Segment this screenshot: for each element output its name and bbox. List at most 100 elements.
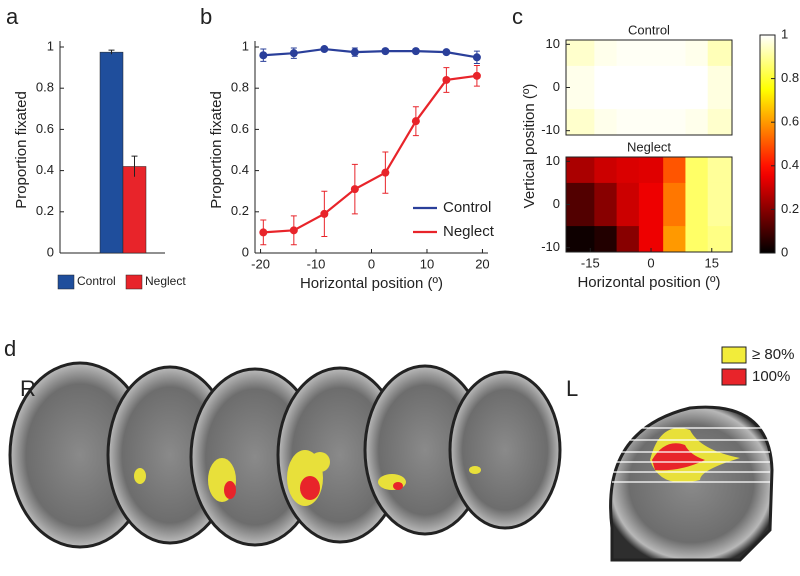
x-tick-label: 10	[420, 256, 434, 271]
y-tick-label: 1	[242, 38, 249, 53]
colorbar	[759, 34, 776, 254]
point	[350, 185, 359, 194]
heat-cell	[566, 182, 595, 227]
y-tick-label: 1	[47, 38, 54, 53]
heat-cell	[594, 109, 618, 136]
heat-cell	[594, 182, 618, 227]
y-tick-label: 0.2	[36, 203, 54, 218]
y-tick-label: -10	[541, 122, 560, 137]
legend-label: Control	[443, 199, 491, 216]
series-line	[263, 47, 478, 59]
heat-cell	[685, 40, 709, 67]
heat-cell	[685, 157, 709, 184]
point	[259, 228, 268, 237]
heat-cell	[707, 182, 733, 227]
point	[411, 117, 420, 126]
x-tick-label: 0	[368, 256, 375, 271]
heat-cell	[594, 40, 618, 67]
y-tick-label: 0.8	[231, 80, 249, 95]
point	[320, 209, 329, 218]
point	[442, 75, 451, 84]
series-line	[263, 74, 478, 234]
point	[472, 71, 481, 80]
heat-cell	[685, 109, 709, 136]
heat-cell	[566, 109, 595, 136]
legend-swatch	[57, 274, 75, 290]
y-tick-label: 10	[546, 153, 560, 168]
y-tick-label: 0.6	[36, 121, 54, 136]
heat-cell	[616, 65, 640, 110]
point	[381, 47, 390, 56]
heat-cell	[616, 226, 640, 253]
panel-label: c	[512, 4, 523, 29]
legend-swatch	[721, 368, 747, 386]
panel-label: d	[4, 336, 16, 361]
heat-cell	[566, 40, 595, 67]
heat-cell	[663, 182, 686, 227]
colorbar-tick-label: 0.2	[781, 201, 799, 216]
heat-cell	[707, 65, 733, 110]
heat-cell	[663, 157, 686, 184]
x-axis-label: Horizontal position (º)	[300, 275, 443, 292]
heat-cell	[638, 40, 664, 67]
bar	[122, 166, 147, 254]
point	[350, 48, 359, 57]
point	[259, 51, 268, 60]
heat-cell	[685, 226, 709, 253]
y-tick-label: 0.8	[36, 80, 54, 95]
y-tick-label: 0	[242, 244, 249, 259]
side-label: L	[566, 376, 578, 401]
colorbar-tick-label: 0.8	[781, 70, 799, 85]
y-axis-label: Proportion fixated	[208, 91, 225, 209]
panel-title: Control	[628, 22, 670, 37]
panel-title: Neglect	[627, 139, 671, 154]
x-tick-label: -10	[307, 256, 326, 271]
panel-label: b	[200, 4, 212, 29]
heat-cell	[707, 157, 733, 184]
legend-label: ≥ 80%	[752, 346, 794, 363]
heat-cell	[707, 40, 733, 67]
x-tick-label: -20	[251, 256, 270, 271]
legend-swatch	[125, 274, 143, 290]
point	[442, 48, 451, 57]
heat-cell	[638, 182, 664, 227]
x-tick-label: 15	[705, 255, 719, 270]
colorbar-tick-label: 0.4	[781, 157, 799, 172]
heat-cell	[638, 65, 664, 110]
heat-cell	[594, 226, 618, 253]
heat-cell	[616, 40, 640, 67]
y-tick-label: 0	[47, 244, 54, 259]
colorbar-tick-label: 1	[781, 26, 788, 41]
y-tick-label: 0	[553, 196, 560, 211]
y-tick-label: 10	[546, 36, 560, 51]
legend-label: Control	[77, 274, 116, 288]
colorbar-tick-label: 0.6	[781, 114, 799, 129]
y-tick-label: 0.2	[231, 203, 249, 218]
heat-cell	[663, 65, 686, 110]
heat-cell	[685, 182, 709, 227]
x-tick-label: 20	[475, 256, 489, 271]
heat-cell	[616, 109, 640, 136]
heat-cell	[638, 157, 664, 184]
y-axis-label: Proportion fixated	[13, 91, 30, 209]
y-tick-label: 0.4	[231, 162, 249, 177]
y-tick-label: 0.4	[36, 162, 54, 177]
heat-cell	[638, 109, 664, 136]
point	[411, 47, 420, 56]
heat-cell	[685, 65, 709, 110]
brain-slices	[8, 361, 774, 562]
heat-cell	[616, 182, 640, 227]
heat-cell	[663, 40, 686, 67]
point	[381, 168, 390, 177]
heat-cell	[707, 109, 733, 136]
x-axis-label: Horizontal position (º)	[577, 274, 720, 291]
side-label: R	[20, 376, 36, 401]
bar	[99, 51, 124, 254]
legend-label: 100%	[752, 368, 790, 385]
legend-label: Neglect	[443, 223, 495, 240]
point	[320, 45, 329, 54]
legend-swatch	[721, 346, 747, 364]
point	[289, 49, 298, 58]
heat-cell	[663, 226, 686, 253]
